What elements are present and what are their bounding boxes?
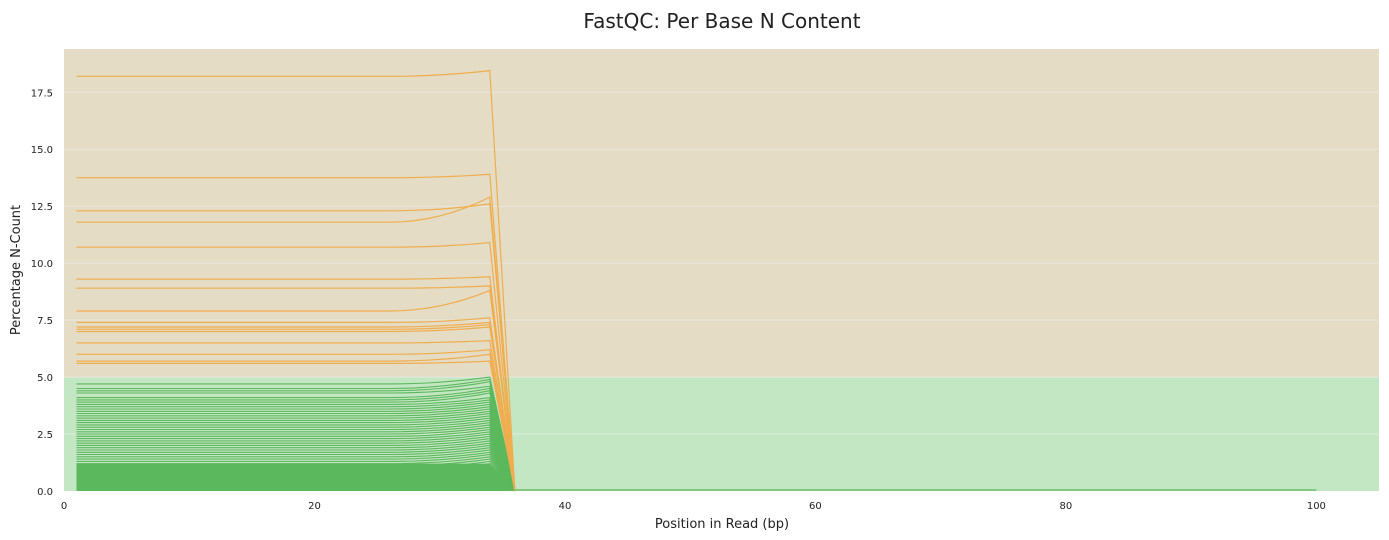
pass-series-line — [76, 415, 516, 492]
pass-series-line — [76, 442, 516, 492]
pass-series-line — [76, 385, 516, 492]
pass-series-line — [76, 453, 516, 492]
warn-series-line — [76, 203, 516, 492]
pass-series-line — [76, 435, 516, 492]
pass-series-line — [76, 476, 516, 492]
warn-series-line — [76, 349, 516, 492]
pass-series-line — [76, 417, 516, 492]
pass-series-line — [76, 408, 516, 492]
pass-series-line — [76, 380, 516, 492]
pass-series-line — [76, 469, 516, 492]
pass-series-line — [76, 479, 516, 492]
y-tick-label: 12.5 — [31, 202, 53, 213]
pass-series-line — [76, 406, 516, 492]
warn-series-line — [76, 69, 516, 492]
y-tick-label: 0.0 — [37, 487, 53, 498]
warn-series-line — [76, 324, 516, 492]
pass-series-line — [76, 426, 516, 492]
warn-series-line — [76, 242, 516, 492]
y-tick-label: 10.0 — [31, 259, 53, 270]
pass-series-line — [76, 376, 516, 492]
warn-series-line — [76, 285, 516, 492]
pass-series-line — [76, 447, 516, 492]
warn-series-line — [76, 289, 516, 492]
warn-series-line — [76, 173, 516, 492]
pass-series-line — [76, 410, 516, 492]
y-tick-label: 7.5 — [37, 316, 53, 327]
y-axis-label: Percentage N-Count — [9, 205, 24, 335]
pass-series-line — [76, 403, 516, 492]
pass-series-line — [76, 465, 516, 492]
x-tick-label: 60 — [809, 501, 822, 512]
pass-series-line — [76, 428, 516, 492]
pass-series-line — [76, 419, 516, 492]
pass-series-line — [76, 433, 516, 492]
y-tick-label: 2.5 — [37, 430, 53, 441]
x-tick-label: 20 — [308, 501, 321, 512]
pass-series-line — [76, 392, 516, 492]
x-tick-labels: 0 20 40 60 80 100 — [61, 501, 1326, 512]
warn-series-line — [76, 360, 516, 492]
y-tick-labels: 0.0 2.5 5.0 7.5 10.0 12.5 15.0 17.5 — [31, 88, 53, 498]
warn-series-line — [76, 321, 516, 492]
x-tick-label: 80 — [1060, 501, 1073, 512]
y-tick-label: 17.5 — [31, 88, 53, 99]
warn-series-line — [76, 339, 516, 492]
pass-series-line — [76, 440, 516, 492]
pass-series-line — [76, 387, 516, 492]
y-tick-label: 5.0 — [37, 373, 53, 384]
x-tick-label: 40 — [559, 501, 572, 512]
pass-series-line — [76, 412, 516, 492]
pass-series-line — [76, 449, 516, 492]
y-tick-label: 15.0 — [31, 145, 53, 156]
x-tick-label: 0 — [61, 501, 67, 512]
pass-series-line — [76, 463, 516, 492]
pass-series-line — [76, 396, 516, 492]
pass-series-line — [76, 399, 516, 492]
x-axis-label: Position in Read (bp) — [655, 517, 789, 532]
pass-series-line — [76, 460, 516, 492]
warn-series-line — [76, 196, 516, 492]
series-lines — [76, 69, 1317, 492]
warn-series-line — [76, 353, 516, 492]
pass-series-line — [76, 438, 516, 492]
pass-series-line — [76, 467, 516, 492]
pass-series-line — [76, 444, 516, 492]
pass-series-line — [76, 456, 516, 492]
pass-series-line — [76, 378, 516, 492]
pass-series-line — [76, 451, 516, 492]
pass-series-line — [76, 474, 516, 492]
pass-series-line — [76, 472, 516, 492]
pass-series-line — [76, 401, 516, 492]
pass-series-line — [76, 424, 516, 492]
warn-zone — [64, 49, 1379, 378]
pass-series-line — [76, 421, 516, 492]
warn-series-line — [76, 276, 516, 492]
x-tick-label: 100 — [1307, 501, 1326, 512]
pass-series-line — [76, 458, 516, 492]
pass-series-line — [76, 431, 516, 492]
chart-title: FastQC: Per Base N Content — [583, 9, 860, 33]
warn-series-line — [76, 317, 516, 492]
warn-series-line — [76, 326, 516, 492]
pass-series-line — [76, 390, 516, 492]
